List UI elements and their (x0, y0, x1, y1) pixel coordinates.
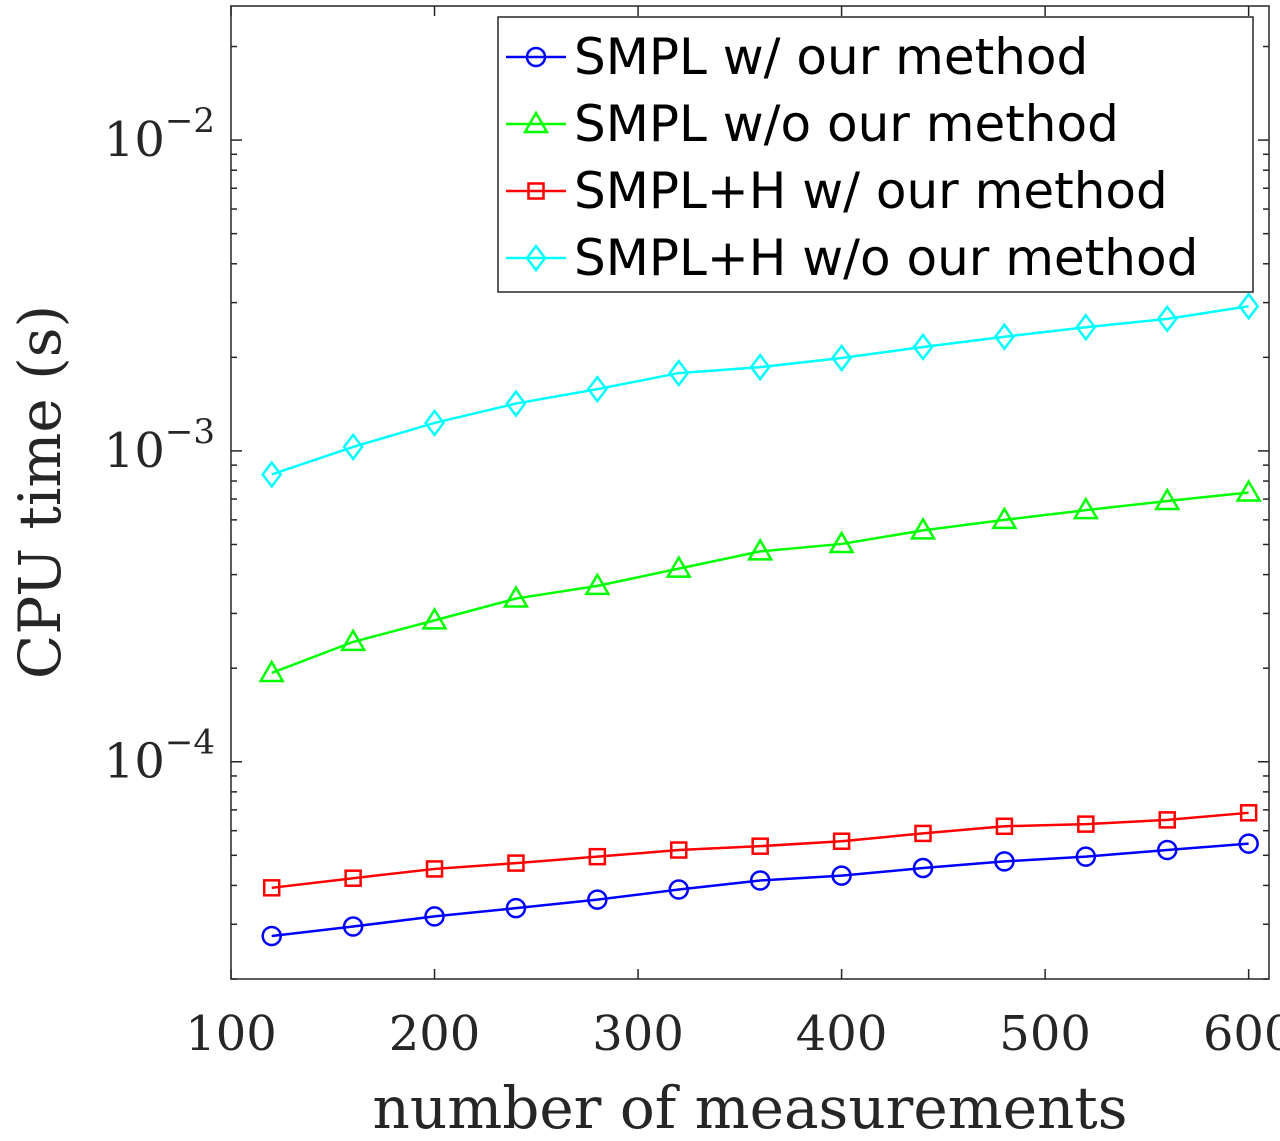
data-point (914, 824, 932, 843)
data-point (828, 530, 855, 554)
plot-area-border (230, 5, 1270, 980)
data-point (1156, 304, 1178, 333)
data-point (994, 851, 1015, 872)
legend-entry: SMPL w/ our method (506, 28, 1088, 86)
series-4 (261, 292, 1260, 489)
data-point (1238, 292, 1260, 321)
legend-entry: SMPL+H w/ our method (506, 162, 1168, 220)
data-point (747, 537, 774, 561)
data-point (339, 628, 367, 652)
x-tick-labels: 100 200 300 400 500 600 (185, 1006, 1280, 1062)
data-point (262, 879, 281, 897)
legend-entry: SMPL w/o our method (506, 95, 1119, 153)
data-point (342, 916, 364, 937)
data-point (1239, 804, 1258, 822)
data-point (749, 870, 771, 891)
data-point (587, 889, 608, 910)
data-point (912, 857, 934, 879)
data-point (665, 555, 692, 578)
data-point (1158, 811, 1176, 829)
x-tick-label: 500 (999, 1006, 1091, 1062)
data-point (344, 869, 362, 887)
legend-swatch-marker (522, 110, 550, 134)
series-line (271, 305, 1249, 476)
data-point (507, 854, 525, 872)
data-point (670, 841, 688, 859)
data-point (749, 353, 771, 382)
data-point (505, 897, 527, 919)
data-point (258, 659, 285, 683)
data-point (1154, 487, 1181, 511)
x-tick-label: 600 (1203, 1006, 1280, 1062)
legend-swatch-marker (527, 182, 545, 200)
legend-box (497, 16, 1254, 293)
data-point (261, 460, 283, 489)
data-point (502, 585, 530, 608)
data-point (425, 860, 444, 878)
y-tick-label: 10−2 (104, 101, 215, 168)
x-tick-label: 300 (592, 1006, 684, 1062)
legend-swatch-marker (525, 46, 547, 68)
legend-label: SMPL+H w/o our method (574, 229, 1198, 287)
x-tick-label: 100 (185, 1006, 277, 1062)
data-point (831, 343, 853, 373)
data-point (751, 837, 769, 855)
data-point (995, 817, 1014, 836)
data-point (586, 375, 608, 404)
legend: SMPL w/ our method SMPL w/o our method SMP… (497, 16, 1254, 293)
data-point (588, 847, 607, 866)
y-tick-labels: 10−4 10−3 10−2 (104, 101, 215, 790)
series-line (271, 811, 1249, 890)
legend-label: SMPL+H w/ our method (574, 162, 1168, 220)
data-point (668, 358, 690, 388)
y-tick-label: 10−4 (104, 723, 215, 790)
data-point (668, 879, 690, 900)
x-axis-label: number of measurements (373, 1074, 1128, 1141)
data-point (832, 832, 851, 850)
data-point (1156, 839, 1178, 861)
data-point (912, 332, 934, 362)
y-tick-label: 10−3 (104, 412, 215, 479)
data-point (1072, 496, 1099, 520)
data-point (584, 572, 611, 596)
data-point (993, 322, 1015, 351)
data-point (505, 389, 527, 418)
series-3 (262, 804, 1258, 897)
data-point (342, 432, 364, 462)
x-tick-label: 400 (796, 1006, 888, 1062)
legend-swatch-marker (525, 243, 547, 273)
data-point (909, 516, 937, 540)
data-point (1075, 313, 1097, 342)
data-point (1238, 833, 1259, 854)
legend-label: SMPL w/ our method (574, 28, 1088, 86)
legend-items: SMPL w/ our method SMPL w/o our method SMP… (506, 28, 1198, 287)
data-point (1235, 478, 1262, 502)
data-point (991, 506, 1018, 530)
series-1 (261, 833, 1259, 947)
legend-entry: SMPL+H w/o our method (506, 229, 1198, 287)
data-point (1077, 815, 1095, 833)
series-2 (258, 478, 1262, 683)
data-point (1075, 846, 1097, 867)
legend-label: SMPL w/o our method (574, 95, 1119, 153)
x-tick-label: 200 (389, 1006, 481, 1062)
series-line (271, 491, 1249, 675)
data-point (261, 925, 282, 947)
series-line (271, 842, 1249, 938)
series-layer (258, 292, 1262, 947)
data-point (424, 906, 445, 927)
y-axis-label: CPU time (s) (6, 305, 74, 679)
data-point (831, 865, 852, 886)
data-point (423, 408, 446, 438)
data-point (421, 606, 448, 630)
